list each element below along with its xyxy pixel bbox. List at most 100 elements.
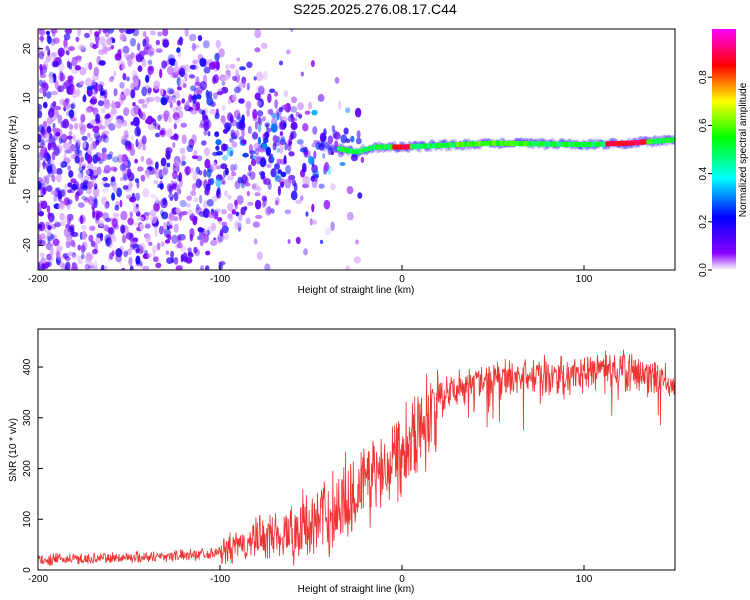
heatmap-cell [50, 29, 58, 34]
heatmap-cell [48, 137, 56, 145]
colorbar: 0.0 0.2 0.4 0.6 0.8 Normalized spectral ampl… [698, 29, 749, 277]
heatmap-cell [177, 52, 182, 58]
spectrogram-signal-band [317, 134, 675, 158]
heatmap-cell [326, 144, 332, 152]
heatmap-cell [52, 238, 60, 247]
colorbar-tick-label: 0.2 [698, 214, 709, 228]
heatmap-cell [85, 107, 93, 114]
heatmap-cell [122, 185, 129, 190]
heatmap-cell [95, 41, 99, 49]
heatmap-cell [52, 127, 57, 132]
heatmap-cell [132, 237, 139, 243]
heatmap-cell [278, 121, 285, 130]
heatmap-cell [260, 42, 268, 49]
heatmap-cell [134, 158, 138, 164]
heatmap-cell [360, 156, 365, 163]
snr-y-label: SNR (10 * v/v) [8, 418, 19, 482]
heatmap-cell [313, 150, 317, 160]
heatmap-cell [142, 144, 146, 151]
heatmap-cell [68, 139, 73, 145]
heatmap-cell [186, 195, 193, 202]
heatmap-cell [147, 97, 155, 102]
heatmap-cell [122, 234, 127, 244]
heatmap-cell [81, 230, 87, 240]
heatmap-cell [222, 233, 229, 241]
heatmap-cell [290, 130, 297, 139]
heatmap-cell [145, 118, 152, 125]
heatmap-cell [86, 163, 94, 171]
heatmap-cell [89, 29, 93, 35]
heatmap-cell [334, 140, 339, 148]
heatmap-cell [258, 85, 265, 95]
heatmap-cell [103, 98, 110, 106]
spectrogram-noise-blobs [38, 29, 365, 270]
heatmap-cell [319, 142, 325, 150]
heatmap-cell [174, 60, 178, 70]
heatmap-cell [106, 37, 113, 46]
heatmap-cell [114, 204, 120, 211]
heatmap-cell [67, 165, 72, 171]
heatmap-cell [227, 98, 232, 105]
heatmap-cell [71, 254, 79, 260]
heatmap-cell [47, 236, 51, 244]
heatmap-cell [70, 103, 75, 109]
heatmap-cell [165, 150, 171, 160]
heatmap-cell [284, 178, 292, 189]
heatmap-cell [274, 175, 282, 183]
heatmap-cell [158, 225, 164, 235]
heatmap-cell [324, 141, 330, 149]
heatmap-cell [174, 117, 181, 124]
heatmap-cell [215, 177, 222, 188]
heatmap-cell [135, 138, 139, 148]
heatmap-cell [192, 155, 198, 160]
heatmap-cell [38, 110, 43, 119]
colorbar-tick-label: 0.6 [698, 118, 709, 132]
heatmap-cell [96, 233, 104, 239]
heatmap-cell [320, 139, 326, 147]
heatmap-cell [104, 217, 112, 223]
heatmap-cell [47, 225, 52, 231]
heatmap-cell [176, 100, 181, 107]
heatmap-cell [50, 234, 55, 240]
heatmap-cell [204, 230, 209, 236]
heatmap-cell [179, 147, 186, 155]
heatmap-cell [145, 74, 150, 83]
heatmap-cell [84, 32, 90, 39]
heatmap-cell [148, 87, 153, 93]
heatmap-cell [147, 47, 155, 57]
heatmap-cell [311, 178, 318, 189]
heatmap-cell [192, 215, 198, 226]
heatmap-cell [43, 175, 47, 184]
heatmap-cell [191, 183, 197, 191]
heatmap-cell [130, 37, 136, 47]
heatmap-cell [264, 263, 271, 270]
heatmap-cell [158, 168, 165, 178]
heatmap-cell [38, 150, 44, 160]
heatmap-cell [168, 214, 176, 221]
heatmap-cell [41, 82, 49, 92]
heatmap-cell [127, 58, 133, 68]
heatmap-cell [229, 63, 236, 69]
heatmap-cell [221, 76, 229, 82]
heatmap-cell [163, 221, 167, 232]
heatmap-cell [266, 206, 272, 215]
heatmap-cell [203, 121, 210, 132]
heatmap-cell [75, 142, 81, 152]
heatmap-cell [302, 123, 309, 132]
heatmap-cell [247, 126, 252, 134]
heatmap-cell [185, 203, 191, 208]
heatmap-cell [257, 116, 261, 125]
heatmap-cell [260, 171, 266, 180]
heatmap-cell [70, 154, 76, 160]
heatmap-cell [119, 199, 123, 208]
heatmap-cell [324, 161, 330, 172]
heatmap-cell [331, 145, 337, 153]
heatmap-cell [270, 155, 275, 163]
heatmap-cell [130, 121, 135, 126]
heatmap-cell [80, 215, 84, 225]
heatmap-cell [102, 130, 110, 136]
heatmap-cell [142, 265, 150, 270]
heatmap-cell [246, 61, 253, 69]
heatmap-cell [46, 154, 52, 164]
heatmap-cell [215, 145, 220, 151]
